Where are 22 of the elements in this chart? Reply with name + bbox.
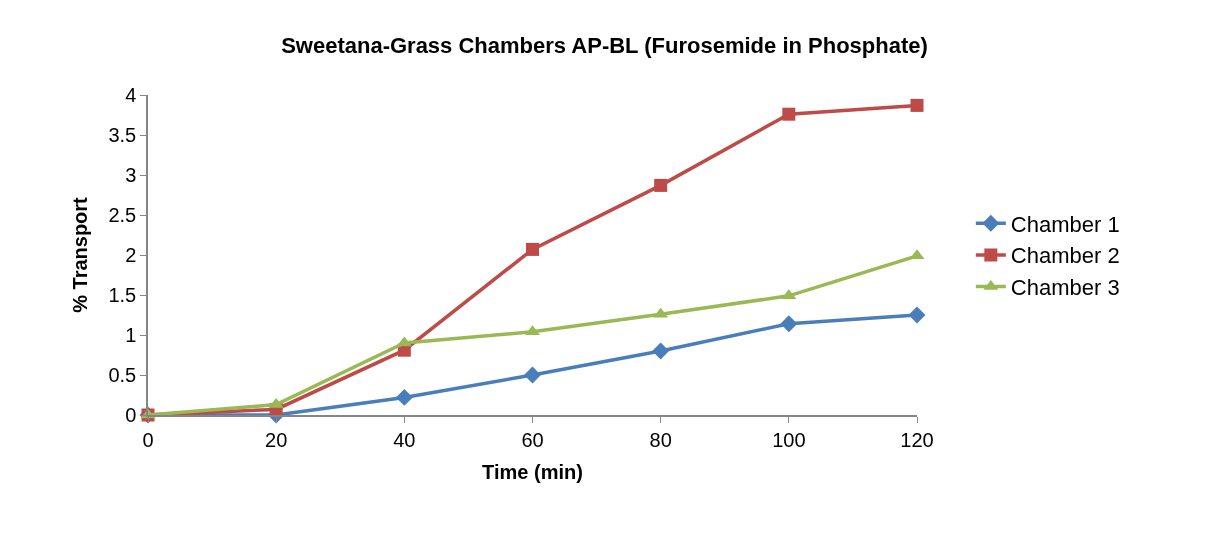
x-tick-label: 60 (521, 428, 544, 451)
y-tick-label: 0 (125, 404, 137, 426)
legend-label: Chamber 1 (1010, 211, 1120, 237)
x-tick-label: 20 (265, 428, 288, 451)
chart-title: Sweetana-Grass Chambers AP-BL (Furosemide in Phosphate) (281, 32, 928, 58)
y-tick-label: 3 (125, 164, 137, 186)
x-tick-label: 80 (649, 428, 672, 451)
x-axis-title: Time (min) (482, 460, 583, 483)
x-tick-label: 40 (393, 428, 416, 451)
y-tick-label: 2.5 (108, 204, 137, 226)
y-tick-label: 0.5 (108, 364, 137, 386)
x-tick-label: 100 (772, 428, 806, 451)
y-tick-label: 1.5 (108, 284, 137, 306)
y-tick-label: 3.5 (108, 124, 137, 146)
legend-label: Chamber 2 (1010, 243, 1120, 269)
x-tick-label: 0 (142, 428, 154, 451)
y-axis-title: % Transport (69, 196, 92, 313)
legend-label: Chamber 3 (1010, 275, 1120, 301)
y-tick-label: 4 (125, 84, 137, 106)
x-tick-label: 120 (900, 428, 934, 451)
y-tick-label: 2 (125, 244, 137, 266)
y-tick-label: 1 (125, 324, 137, 346)
